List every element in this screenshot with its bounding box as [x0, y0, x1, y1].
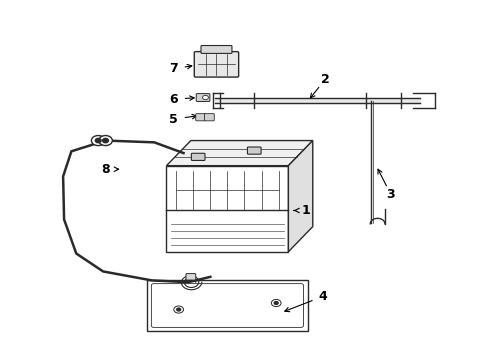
Text: 5: 5 [169, 113, 178, 126]
Text: 4: 4 [318, 290, 326, 303]
Circle shape [95, 138, 101, 143]
FancyBboxPatch shape [196, 94, 209, 102]
FancyBboxPatch shape [204, 114, 214, 121]
Text: 8: 8 [101, 163, 110, 176]
Circle shape [176, 308, 180, 311]
Polygon shape [147, 280, 307, 330]
Polygon shape [166, 140, 312, 166]
FancyBboxPatch shape [247, 147, 261, 154]
Circle shape [271, 300, 281, 307]
Circle shape [99, 135, 112, 145]
Circle shape [202, 95, 208, 100]
FancyBboxPatch shape [191, 153, 204, 161]
Circle shape [274, 302, 278, 305]
Polygon shape [288, 140, 312, 252]
Text: 6: 6 [169, 93, 178, 106]
FancyBboxPatch shape [195, 114, 205, 121]
Text: 2: 2 [320, 73, 328, 86]
Text: 1: 1 [301, 204, 309, 217]
Text: 3: 3 [386, 188, 394, 201]
Circle shape [173, 306, 183, 313]
FancyBboxPatch shape [201, 45, 231, 53]
Text: 7: 7 [169, 62, 178, 75]
Circle shape [102, 138, 108, 143]
FancyBboxPatch shape [194, 51, 238, 77]
Circle shape [91, 135, 105, 145]
Polygon shape [166, 166, 288, 252]
FancyBboxPatch shape [185, 274, 195, 280]
